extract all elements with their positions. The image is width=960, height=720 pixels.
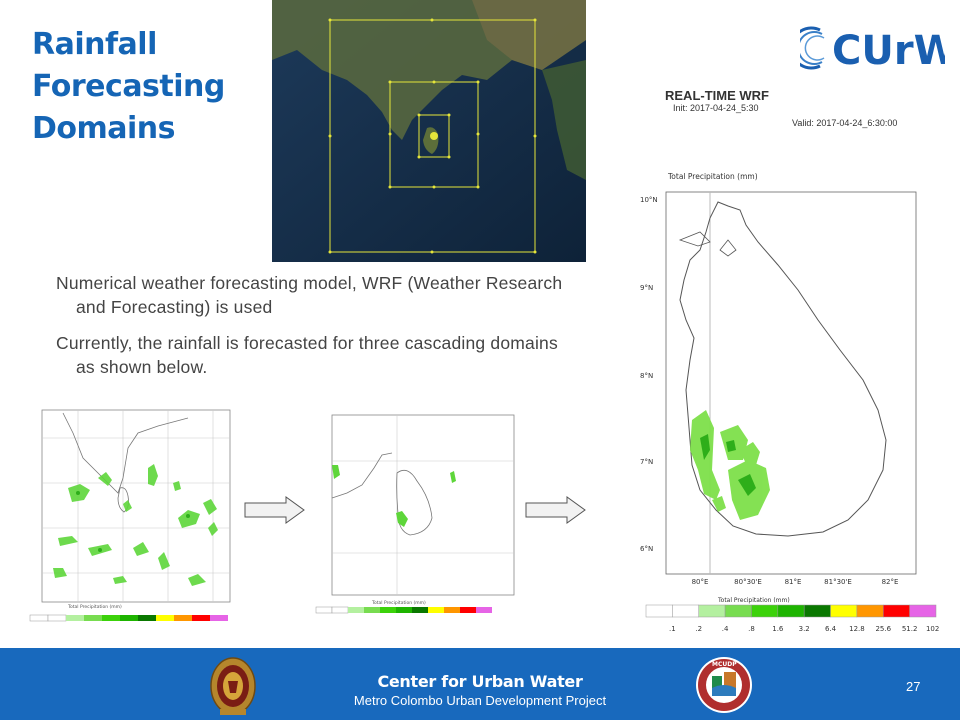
lon-tick-label: 80°E: [692, 578, 709, 586]
colorbar-value-label: 102.4: [926, 625, 940, 633]
wrf-title: REAL-TIME WRF: [665, 88, 769, 103]
lat-tick-label: 6°N: [640, 545, 653, 553]
bullet-list: Numerical weather forecasting model, WRF…: [56, 271, 576, 391]
lon-tick-label: 80°30'E: [734, 578, 762, 586]
colorbar-swatch: [909, 604, 937, 618]
colorbar-value-label: 1.6: [772, 625, 784, 633]
colorbar-label: Total Precipitation (mm): [717, 597, 790, 604]
colorbar-swatch: [751, 604, 779, 618]
colorbar-value-label: 51.2: [902, 625, 918, 633]
domain-satellite-map: [272, 0, 586, 262]
arrow-right-icon: [525, 496, 587, 524]
colorbar-swatch: [803, 604, 831, 618]
mcudp-logo: MCUDP: [695, 656, 753, 714]
bullet-item: Currently, the rainfall is forecasted fo…: [56, 333, 558, 377]
colorbar-value-label: .2: [695, 625, 702, 633]
wrf-header: REAL-TIME WRF Init: 2017-04-24_5:30 Vali…: [665, 88, 935, 128]
domain2-precip-map: Total Precipitation (mm): [312, 413, 517, 625]
colorbar-swatch: [645, 604, 673, 618]
lon-tick-label: 82°E: [882, 578, 899, 586]
colorbar-swatch: [883, 604, 910, 618]
curw-logo-text: CUrW: [832, 28, 945, 72]
colorbar-swatch: [672, 604, 699, 618]
arrow-right-icon: [244, 496, 306, 524]
colorbar-swatch: [698, 604, 726, 618]
footer-bar: Center for Urban Water Metro Colombo Urb…: [0, 648, 960, 720]
domain1-precip-map: Total Precipitation (mm): [28, 408, 233, 633]
lat-tick-label: 7°N: [640, 458, 653, 466]
footer-subtitle: Metro Colombo Urban Development Project: [353, 693, 607, 708]
colorbar-value-label: 25.6: [875, 625, 891, 633]
footer-title: Center for Urban Water: [377, 672, 583, 691]
colorbar-value-label: .4: [722, 625, 729, 633]
colorbar-swatch: [724, 604, 752, 618]
lat-tick-label: 10°N: [640, 196, 658, 204]
colorbar-swatch: [856, 604, 884, 618]
wrf-init-time: Init: 2017-04-24_5:30: [673, 103, 759, 113]
lon-tick-label: 81°E: [785, 578, 802, 586]
sri-lanka-emblem-icon: [208, 655, 258, 717]
slide-title: Rainfall Forecasting Domains: [32, 27, 225, 146]
colorbar-value-label: 12.8: [849, 625, 865, 633]
curw-logo: CUrW: [789, 22, 958, 74]
colorbar-value-label: .8: [748, 625, 755, 633]
colorbar-value-label: .1: [669, 625, 676, 633]
svg-text:Total Precipitation (mm): Total Precipitation (mm): [371, 600, 426, 606]
lat-tick-label: 9°N: [640, 284, 653, 292]
lon-tick-label: 81°30'E: [824, 578, 852, 586]
plot-label: Total Precipitation (mm): [667, 172, 758, 181]
colorbar-value-label: 3.2: [799, 625, 810, 633]
colorbar-swatch: [777, 604, 805, 618]
bullet-item: Numerical weather forecasting model, WRF…: [56, 273, 563, 317]
lat-tick-label: 8°N: [640, 372, 653, 380]
mcudp-logo-text: MCUDP: [712, 661, 737, 668]
page-number: 27: [906, 679, 921, 694]
colorbar-value-label: 6.4: [825, 625, 837, 633]
colorbar-swatch: [830, 604, 858, 618]
domain3-precip-map: Total Precipitation (mm) 10°N 9°N 8°N 7°N 6°…: [628, 170, 940, 640]
svg-text:Total Precipitation (mm): Total Precipitation (mm): [67, 604, 122, 610]
wrf-valid-time: Valid: 2017-04-24_6:30:00: [792, 118, 898, 128]
